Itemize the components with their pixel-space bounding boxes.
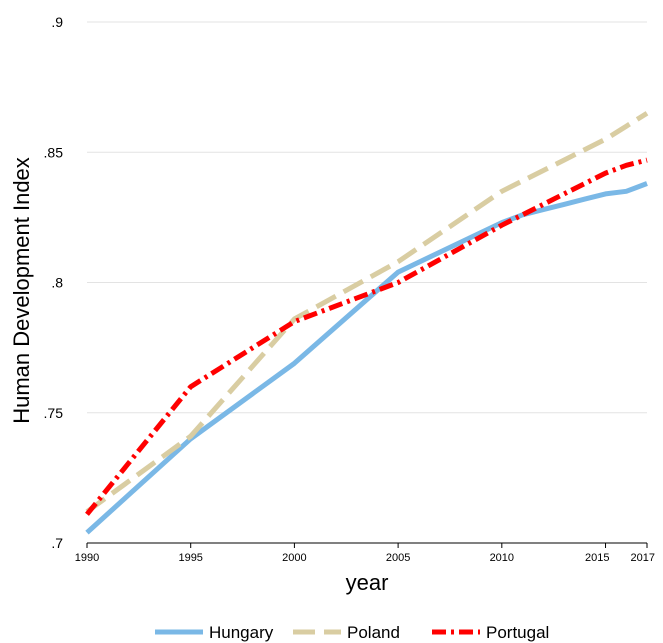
x-tick-label: 2005 xyxy=(386,552,410,564)
y-tick-label: .85 xyxy=(44,144,64,160)
series-line-portugal xyxy=(85,157,648,516)
x-tick-label: 2000 xyxy=(282,552,306,564)
x-tick-label: 2015 xyxy=(585,552,609,564)
series-lines xyxy=(85,111,649,535)
legend: Hungary Poland Portugal xyxy=(155,623,549,642)
x-tick-label: 1995 xyxy=(178,552,202,564)
series-line-hungary xyxy=(85,181,648,535)
x-tick-label: 1990 xyxy=(75,552,99,564)
legend-label-portugal: Portugal xyxy=(486,623,549,642)
series-line-poland xyxy=(85,111,649,514)
y-tick-label: .75 xyxy=(44,405,64,421)
legend-label-poland: Poland xyxy=(347,623,400,642)
y-axis-title: Human Development Index xyxy=(9,157,34,424)
gridlines xyxy=(87,21,647,414)
x-tick-label: 2010 xyxy=(490,552,514,564)
axes: .7 .75 .8 .85 .9 1990 1995 2000 2005 2010 2015 2017 xyxy=(44,14,655,564)
legend-label-hungary: Hungary xyxy=(209,623,274,642)
y-tick-label: .9 xyxy=(51,14,63,30)
y-tick-label: .7 xyxy=(51,535,63,551)
y-tick-label: .8 xyxy=(51,275,63,291)
x-tick-label: 2017 xyxy=(631,552,655,564)
x-axis-title: year xyxy=(346,570,389,595)
